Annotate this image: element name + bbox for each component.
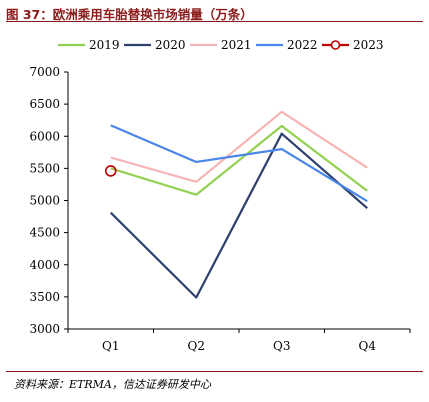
x-tick-label: Q1 <box>102 339 119 353</box>
legend: 2019 2020 2021 2022 2023 <box>58 38 384 52</box>
y-tick-label: 6500 <box>29 97 60 111</box>
axes: 3000 3500 4000 4500 5000 5500 6000 6500 7000 Q1 Q2… <box>29 65 411 353</box>
y-tick-label: 3000 <box>29 322 60 336</box>
source-note: 资料来源：ETRMA，信达证券研发中心 <box>14 378 211 391</box>
legend-label-2022: 2022 <box>287 38 318 52</box>
series-2019-line <box>110 124 368 196</box>
legend-marker-2023 <box>330 40 341 50</box>
series-2020-line <box>109 132 368 299</box>
legend-label-2019: 2019 <box>89 38 120 52</box>
source-rule <box>6 371 423 372</box>
y-tick-label: 3500 <box>29 290 60 304</box>
legend-label-2020: 2020 <box>155 38 186 52</box>
x-tick-label: Q4 <box>359 339 377 353</box>
y-tick-label: 7000 <box>29 65 60 79</box>
x-tick-label: Q2 <box>188 339 205 353</box>
line-chart: 2019 2020 2021 2022 2023 3000 3500 4000 4500 500… <box>29 38 411 353</box>
legend-label-2021: 2021 <box>221 38 252 52</box>
y-tick-label: 5500 <box>29 161 60 175</box>
x-tick-label: Q3 <box>273 339 290 353</box>
title-rule <box>6 21 423 22</box>
y-tick-label: 5000 <box>29 194 60 208</box>
series-2023-point <box>104 165 117 177</box>
y-tick-label: 4000 <box>29 258 60 272</box>
legend-label-2023: 2023 <box>353 38 384 52</box>
y-tick-label: 6000 <box>29 129 60 143</box>
series-layer <box>104 110 368 299</box>
series-2022-line <box>110 124 368 203</box>
series-2021-line <box>110 110 368 183</box>
figure-title: 图 37：欧洲乘用车胎替换市场销量（万条） <box>6 7 253 22</box>
y-tick-label: 4500 <box>29 226 60 240</box>
